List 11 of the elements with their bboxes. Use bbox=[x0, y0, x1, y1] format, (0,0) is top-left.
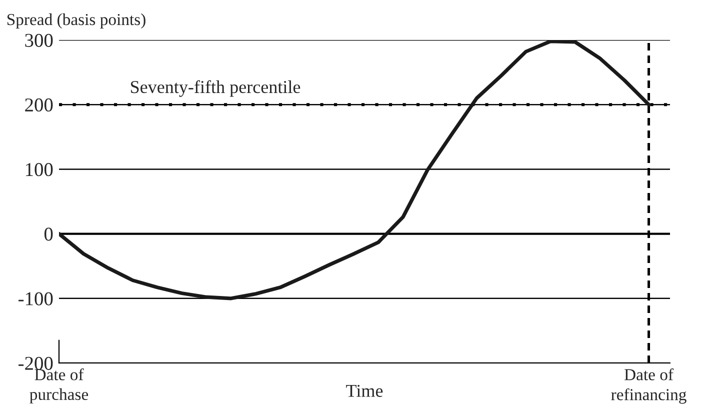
y-tick-label: 100 bbox=[26, 163, 53, 176]
y-tick-label: -100 bbox=[18, 292, 53, 306]
line-series bbox=[59, 40, 651, 300]
y-tick-label: 300 bbox=[25, 34, 53, 47]
ref-line-label: Seventy-fifth percentile bbox=[130, 80, 300, 97]
y-tick-label: -200 bbox=[18, 356, 53, 370]
x-tick-label: Date of refinancing bbox=[611, 368, 686, 404]
x-axis-title: Time bbox=[346, 384, 383, 397]
y-tick-label: 0 bbox=[44, 228, 53, 241]
y-tick-label: 200 bbox=[25, 98, 53, 112]
y-axis-title: Spread (basis points) bbox=[7, 13, 146, 29]
